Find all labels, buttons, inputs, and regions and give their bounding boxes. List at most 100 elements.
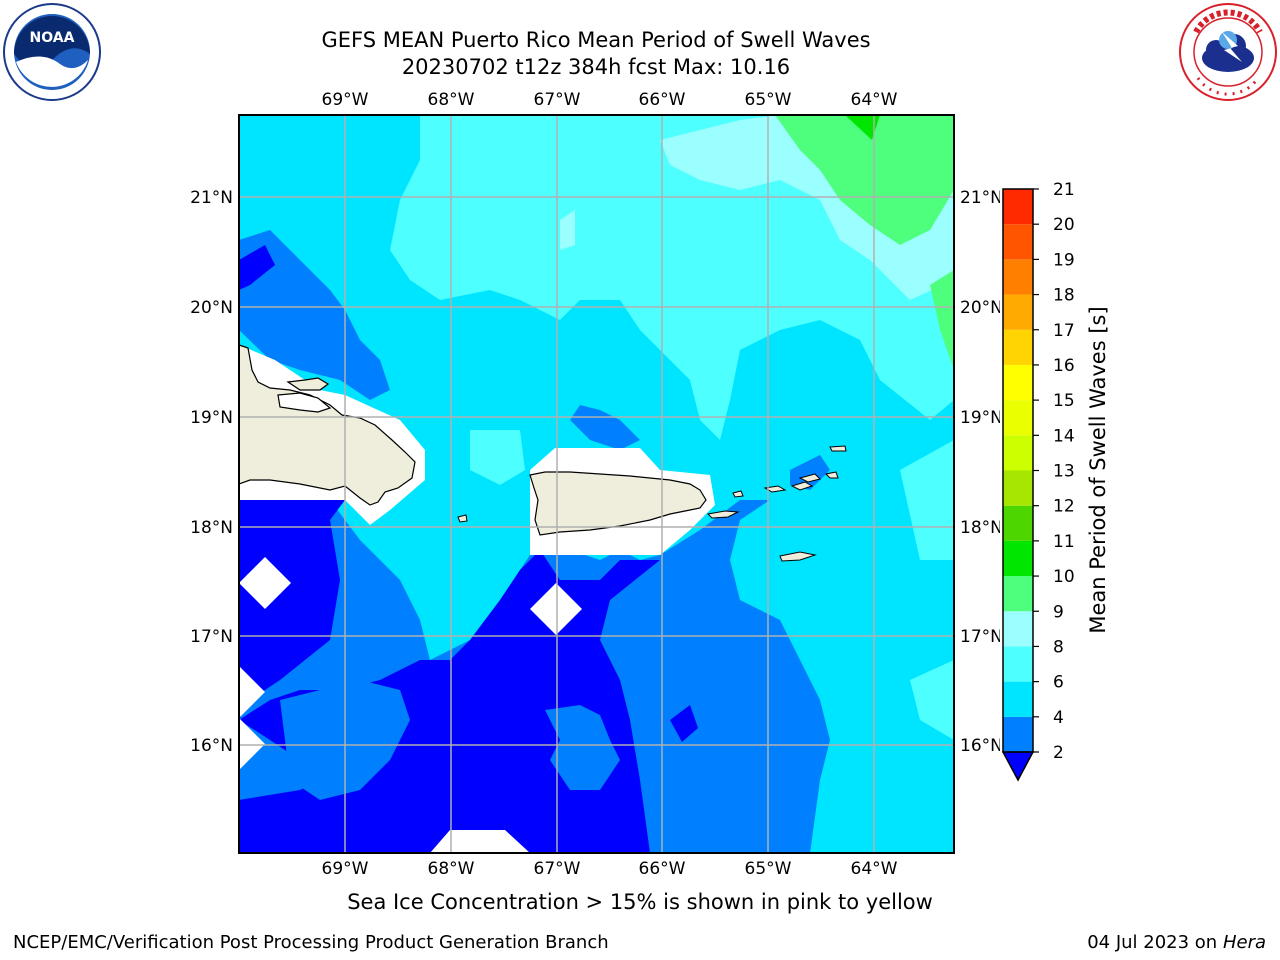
colorbar-segment: [1003, 224, 1033, 260]
colorbar-ticks: 2 4 6 8 9 10 11 12 13 14 15 16 17 18 19 20 21: [1033, 180, 1075, 763]
lat-label: 18°N: [190, 518, 233, 538]
colorbar-segment: [1003, 294, 1033, 330]
band-6-8-mid: [470, 430, 525, 485]
lat-label: 18°N: [960, 518, 1003, 538]
colorbar-tick-label: 11: [1053, 532, 1075, 552]
colorbar-tick-label: 8: [1053, 637, 1064, 657]
colorbar-tick-label: 15: [1053, 391, 1075, 411]
map-frame: [238, 114, 955, 854]
lat-labels-left: 21°N 20°N 19°N 18°N 17°N 16°N: [190, 188, 233, 756]
land-vieques: [706, 510, 740, 519]
lon-label: 65°W: [745, 90, 792, 110]
swell-period-field: [239, 115, 954, 853]
lat-label: 19°N: [190, 408, 233, 428]
colorbar-tick-label: 9: [1053, 602, 1064, 622]
land-st-thomas: [763, 485, 787, 493]
colorbar-segment: [1003, 400, 1033, 436]
mask-diamond-2: [530, 583, 582, 635]
colorbar-segment: [1003, 364, 1033, 401]
colorbar-tick-label: 16: [1053, 356, 1075, 376]
colorbar-tick-label: 17: [1053, 321, 1075, 341]
lat-label: 20°N: [190, 298, 233, 318]
colorbar-segment: [1003, 540, 1033, 577]
colorbar-segment: [1003, 576, 1033, 612]
lat-label: 21°N: [960, 188, 1003, 208]
lon-label: 65°W: [745, 859, 792, 879]
land-tortola: [798, 473, 821, 483]
colorbar-segment: [1003, 646, 1033, 682]
colorbar-tick-label: 13: [1053, 462, 1075, 482]
lon-labels-bottom: 69°W 68°W 67°W 66°W 65°W 64°W: [322, 859, 898, 879]
lon-label: 66°W: [639, 859, 686, 879]
chart-subtitle: 20230702 t12z 384h fcst Max: 10.16: [401, 55, 791, 79]
band-lt2-small: [670, 705, 698, 742]
colorbar-title: Mean Period of Swell Waves [s]: [1086, 306, 1110, 633]
colorbar-segments: [1003, 189, 1033, 752]
lon-label: 69°W: [322, 859, 369, 879]
land-culebra: [732, 490, 744, 498]
graticule: [239, 115, 954, 853]
colorbar-tick-label: 21: [1053, 180, 1075, 200]
land-anegada: [829, 445, 847, 452]
lat-label: 16°N: [960, 736, 1003, 756]
band-2-4-vi: [790, 455, 830, 490]
lon-label: 64°W: [851, 90, 898, 110]
colorbar-tick-label: 19: [1053, 250, 1075, 270]
noaa-logo-text: NOAA: [30, 30, 75, 46]
band-6-8-east: [900, 440, 954, 560]
mask-diamond-3: [239, 666, 265, 718]
mask-south: [430, 830, 530, 853]
band-lt2-nw: [239, 245, 275, 290]
band-2-4-pocket2: [545, 705, 620, 790]
colorbar-tick-label: 12: [1053, 497, 1075, 517]
colorbar-tick-label: 4: [1053, 708, 1064, 728]
colorbar-segment: [1003, 259, 1033, 295]
colorbar-segment: [1003, 189, 1033, 225]
colorbar-tick-label: 2: [1053, 743, 1064, 763]
colorbar-segment: [1003, 329, 1033, 365]
band-8-9-b: [560, 210, 575, 250]
sea-ice-note: Sea Ice Concentration > 15% is shown in …: [347, 890, 933, 914]
footer-credit: NCEP/EMC/Verification Post Processing Pr…: [13, 932, 609, 953]
land-hispaniola: [239, 344, 416, 506]
lat-label: 21°N: [190, 188, 233, 208]
chart-title: GEFS MEAN Puerto Rico Mean Period of Swe…: [321, 28, 871, 52]
lon-label: 67°W: [534, 90, 581, 110]
lat-label: 19°N: [960, 408, 1003, 428]
lon-label: 68°W: [428, 859, 475, 879]
colorbar: 2 4 6 8 9 10 11 12 13 14 15 16 17 18 19 20 21 Mean Perio…: [1000, 180, 1110, 785]
footer-date-text: 04 Jul 2023 on: [1087, 932, 1218, 953]
lat-label: 16°N: [190, 736, 233, 756]
colorbar-tick-label: 6: [1053, 673, 1064, 693]
footer-date: 04 Jul 2023 on Hera: [1087, 932, 1266, 953]
colorbar-segment: [1003, 681, 1033, 717]
lat-label: 17°N: [960, 627, 1003, 647]
band-10-11: [845, 115, 880, 140]
lat-label: 20°N: [960, 298, 1003, 318]
colorbar-segment: [1003, 505, 1033, 541]
band-2-4-nw: [239, 230, 390, 400]
band-6-8-se: [910, 660, 954, 740]
land-mona: [457, 514, 468, 523]
lat-labels-right: 21°N 20°N 19°N 18°N 17°N 16°N: [960, 188, 1003, 756]
lon-label: 67°W: [534, 859, 581, 879]
colorbar-tick-label: 14: [1053, 426, 1075, 446]
land-small-island: [286, 377, 330, 391]
land-virgin-gorda: [824, 471, 839, 479]
lat-label: 17°N: [190, 627, 233, 647]
noaa-logo: NOAA: [3, 3, 101, 101]
land-st-croix: [779, 551, 817, 562]
band-lt2-s: [239, 500, 345, 720]
lon-labels-top: 69°W 68°W 67°W 66°W 65°W 64°W: [322, 90, 898, 110]
lon-label: 68°W: [428, 90, 475, 110]
band-9-10: [775, 115, 954, 245]
band-9-10-east: [930, 270, 954, 370]
nws-logo: [1179, 3, 1277, 101]
colorbar-segment: [1003, 611, 1033, 647]
colorbar-tick-label: 20: [1053, 215, 1075, 235]
lon-label: 66°W: [639, 90, 686, 110]
footer-host: Hera: [1222, 932, 1266, 953]
colorbar-tick-label: 18: [1053, 286, 1075, 306]
lon-label: 69°W: [322, 90, 369, 110]
